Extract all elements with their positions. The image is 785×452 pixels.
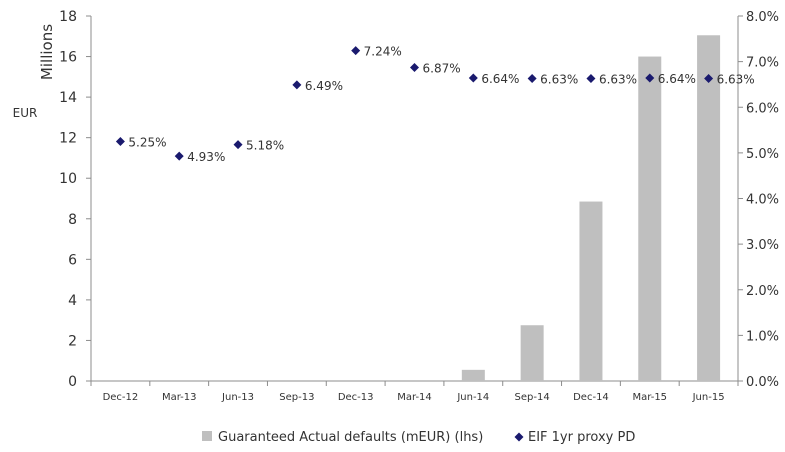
pd-point	[174, 151, 184, 161]
pd-point	[645, 73, 655, 83]
x-axis-tick-label: Dec-14	[573, 392, 609, 403]
legend: Guaranteed Actual defaults (mEUR) (lhs) E…	[202, 430, 635, 445]
x-axis-tick-label: Sep-13	[279, 392, 314, 403]
x-axis-tick-label: Sep-14	[515, 392, 550, 403]
right-axis-tick-label: 3.0%	[746, 238, 779, 253]
x-axis-tick-label: Jun-15	[692, 392, 725, 403]
right-axis-tick-label: 0.0%	[746, 375, 779, 390]
axes-layer: 0 2 4 6 8 10 12 14 16 18 0.0% 1.0% 2.0% 3.0% 4.0% 5.0% 6…	[13, 9, 779, 403]
pd-data-label: 6.64%	[481, 72, 519, 86]
x-axis-tick-label: Mar-15	[632, 392, 667, 403]
x-axis-tick-label: Dec-13	[338, 392, 374, 403]
bar	[520, 325, 544, 381]
bars-layer	[461, 35, 721, 382]
bar	[579, 201, 603, 381]
right-axis-tick-label: 2.0%	[746, 284, 779, 299]
pd-data-label: 6.63%	[717, 73, 755, 87]
left-axis-tick-label: 14	[59, 90, 77, 106]
left-axis-tick-label: 18	[59, 9, 77, 25]
left-axis-title-unit: EUR	[13, 106, 38, 120]
legend-label-pd: EIF 1yr proxy PD	[528, 430, 635, 445]
left-axis-title-millions: Millions	[38, 24, 56, 80]
left-axis-tick-label: 10	[59, 171, 77, 187]
x-axis-tick-label: Jun-13	[221, 392, 254, 403]
pd-point	[410, 63, 419, 73]
x-axis-tick-label: Jun-14	[456, 392, 489, 403]
left-axis-tick-label: 0	[68, 374, 77, 390]
right-axis-tick-label: 1.0%	[746, 329, 779, 344]
pd-point	[115, 136, 125, 146]
pd-data-label: 6.87%	[423, 62, 461, 76]
pd-data-label: 5.25%	[128, 135, 166, 149]
right-axis-tick-label: 8.0%	[746, 10, 779, 25]
pd-data-label: 6.49%	[305, 79, 343, 93]
pd-point	[351, 46, 361, 56]
pd-data-label: 4.93%	[187, 150, 225, 164]
bar	[461, 369, 485, 381]
right-axis-tick-label: 7.0%	[746, 56, 779, 71]
x-axis-tick-label: Dec-12	[103, 392, 139, 403]
left-axis-tick-label: 2	[68, 333, 77, 349]
points-layer	[115, 46, 714, 161]
right-axis-tick-label: 6.0%	[746, 101, 779, 116]
pd-data-label: 6.64%	[658, 72, 696, 86]
x-axis-tick-label: Mar-13	[162, 392, 197, 403]
right-axis-tick-label: 4.0%	[746, 193, 779, 208]
left-axis-tick-label: 8	[68, 212, 77, 228]
pd-point	[527, 74, 537, 84]
data-labels-layer: 5.25% 4.93% 5.18% 6.49% 7.24% 6.87% 6.64% 6.63%…	[128, 45, 754, 164]
pd-data-label: 6.63%	[540, 73, 578, 87]
pd-data-label: 6.63%	[599, 73, 637, 87]
pd-point	[292, 80, 302, 90]
left-axis-tick-label: 4	[68, 293, 77, 309]
legend-label-defaults: Guaranteed Actual defaults (mEUR) (lhs)	[218, 430, 483, 445]
bar	[638, 56, 662, 382]
pd-point	[704, 74, 714, 84]
legend-swatch-defaults	[202, 431, 212, 441]
left-axis-tick-label: 16	[59, 50, 77, 66]
x-axis-tick-label: Mar-14	[397, 392, 432, 403]
bar	[697, 35, 721, 382]
pd-point	[468, 73, 478, 83]
pd-point	[233, 140, 243, 150]
left-axis-tick-label: 6	[68, 252, 77, 268]
legend-swatch-pd	[514, 432, 524, 442]
pd-point	[586, 74, 596, 84]
left-axis-tick-label: 12	[59, 131, 77, 147]
pd-data-label: 7.24%	[364, 45, 402, 59]
right-axis-tick-label: 5.0%	[746, 147, 779, 162]
pd-data-label: 5.18%	[246, 139, 284, 153]
